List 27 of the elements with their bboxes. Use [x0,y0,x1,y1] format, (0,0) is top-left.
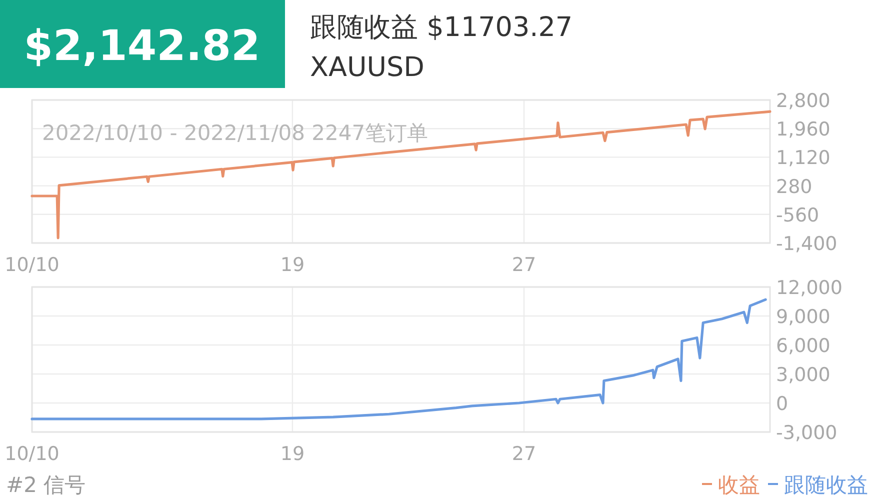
chart-subtitle: 跟随收益 $11703.27 [310,12,573,43]
x-tick-label: 27 [512,254,536,276]
legend-label: 跟随收益 [784,473,868,497]
line-series [30,298,767,420]
y-tick-label: 1,120 [776,147,830,170]
text: XAUUSD [310,52,424,83]
y-tick-label: 9,000 [776,306,830,328]
x-tick-label: 19 [280,254,305,276]
x-tick-label: 27 [512,443,536,465]
y-tick-label: 280 [776,176,812,198]
y-tick-label: -560 [776,204,820,226]
x-tick-label: 10/10 [4,443,60,465]
x-tick-label: 10/10 [4,254,60,276]
annotation: 2022/10/10 - 2022/11/08 2247笔订单 [42,121,428,145]
y-tick-label: 12,000 [776,277,842,299]
text: #2 信号 [6,473,86,497]
x-tick-label: 19 [280,443,305,465]
y-tick-label: 0 [776,393,788,415]
y-tick-label: -3,000 [776,422,838,444]
y-tick-label: 1,960 [776,118,830,141]
line-series [30,110,772,240]
y-tick-label: 3,000 [776,364,830,386]
chart-title: $2,142.82 [24,21,260,70]
y-tick-label: -1,400 [776,233,838,255]
y-tick-label: 6,000 [776,335,830,357]
y-tick-label: 2,800 [776,90,830,112]
legend-label: 收益 [718,473,760,497]
